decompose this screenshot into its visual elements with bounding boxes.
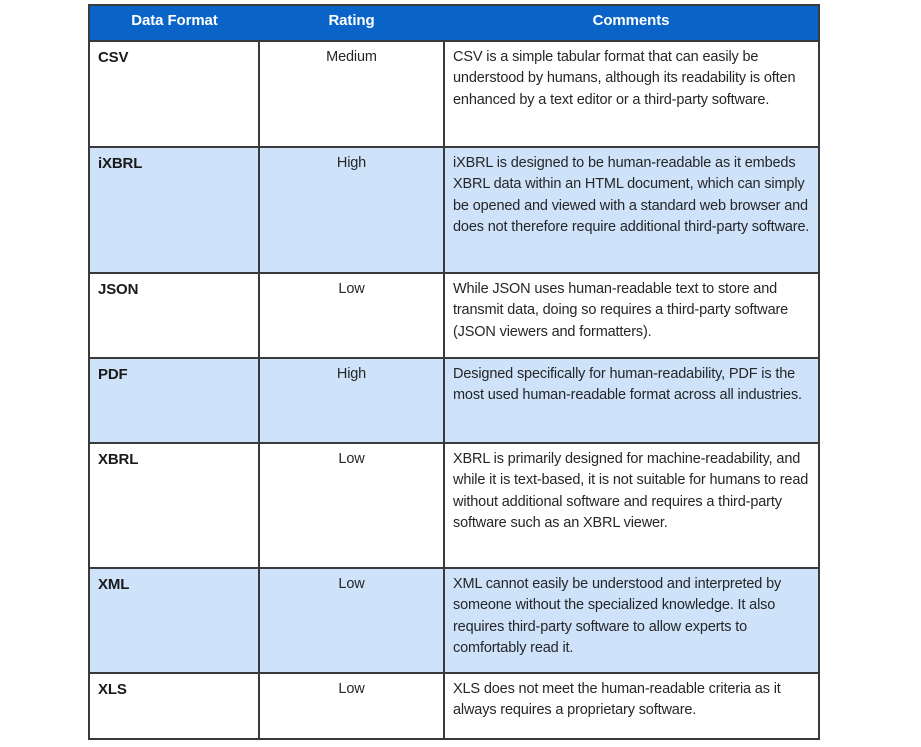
cell-format: JSON: [88, 272, 260, 359]
cell-rating: Medium: [258, 40, 445, 148]
table-row: XLS Low XLS does not meet the human-readab…: [88, 672, 820, 740]
table-row: JSON Low While JSON uses human-readable te…: [88, 272, 820, 359]
cell-comment: Designed specifically for human-readabil…: [443, 357, 820, 444]
data-format-table-container: Data Format Rating Comments CSV Medium CSV…: [88, 4, 820, 740]
table-row: CSV Medium CSV is a simple tabular format …: [88, 40, 820, 148]
cell-format: iXBRL: [88, 146, 260, 274]
cell-rating: Low: [258, 567, 445, 674]
cell-comment: XBRL is primarily designed for machine-r…: [443, 442, 820, 569]
cell-comment: XLS does not meet the human-readable cri…: [443, 672, 820, 740]
table-row: XML Low XML cannot easily be understood an…: [88, 567, 820, 674]
data-format-table: Data Format Rating Comments CSV Medium CSV…: [88, 4, 820, 740]
cell-rating: High: [258, 146, 445, 274]
header-comments: Comments: [592, 12, 670, 29]
table-body: CSV Medium CSV is a simple tabular format …: [88, 40, 820, 740]
cell-format: PDF: [88, 357, 260, 444]
cell-comment: XML cannot easily be understood and inte…: [443, 567, 820, 674]
cell-comment: CSV is a simple tabular format that can …: [443, 40, 820, 148]
cell-comment: iXBRL is designed to be human-readable a…: [443, 146, 820, 274]
cell-format: XLS: [88, 672, 260, 740]
cell-format: XBRL: [88, 442, 260, 569]
table-row: iXBRL High iXBRL is designed to be human-r…: [88, 146, 820, 274]
table-header: Data Format Rating Comments: [89, 5, 819, 41]
header-rating: Rating: [328, 12, 375, 29]
cell-rating: Low: [258, 272, 445, 359]
header-data-format: Data Format: [131, 12, 218, 29]
table-row: PDF High Designed specifically for human-r…: [88, 357, 820, 444]
header-row: Data Format Rating Comments: [89, 5, 819, 41]
cell-rating: Low: [258, 672, 445, 740]
cell-comment: While JSON uses human-readable text to s…: [443, 272, 820, 359]
cell-rating: High: [258, 357, 445, 444]
cell-format: XML: [88, 567, 260, 674]
table-row: XBRL Low XBRL is primarily designed for ma…: [88, 442, 820, 569]
cell-rating: Low: [258, 442, 445, 569]
cell-format: CSV: [88, 40, 260, 148]
